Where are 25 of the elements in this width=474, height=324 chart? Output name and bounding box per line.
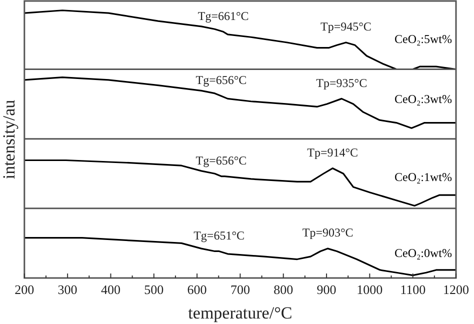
x-tick-label: 800 bbox=[274, 282, 294, 298]
x-tick-label: 400 bbox=[100, 282, 120, 298]
x-axis-title: temperature/°C bbox=[188, 303, 292, 322]
annotation: Tp=945°C bbox=[320, 20, 372, 34]
x-tick-label: 600 bbox=[187, 282, 207, 298]
annotation: Tg=656°C bbox=[196, 153, 247, 168]
series-label: CeO₂:3wt% bbox=[394, 92, 452, 106]
x-tick-label: 1100 bbox=[400, 282, 426, 298]
y-axis-title: intensity/au bbox=[0, 99, 19, 180]
annotation: Tg=651°C bbox=[194, 228, 245, 242]
annotation: Tp=914°C bbox=[307, 145, 358, 160]
x-tick-label: 200 bbox=[14, 282, 34, 298]
series-label: CeO₂:1wt% bbox=[394, 170, 452, 184]
x-tick-label: 700 bbox=[230, 282, 250, 298]
x-tick-label: 300 bbox=[58, 282, 78, 298]
annotation: Tp=935°C bbox=[316, 76, 368, 90]
annotation: Tg=661°C bbox=[198, 8, 249, 23]
x-tick-label: 1200 bbox=[443, 282, 469, 298]
x-tick-label: 1000 bbox=[356, 282, 383, 298]
series-label: CeO₂:5wt% bbox=[394, 32, 452, 46]
x-tick-label: 900 bbox=[316, 282, 336, 298]
annotation: Tg=656°C bbox=[196, 73, 247, 88]
x-tick-label: 500 bbox=[144, 282, 164, 298]
annotation: Tp=903°C bbox=[302, 226, 354, 240]
series-label: CeO₂:0wt% bbox=[394, 246, 452, 260]
